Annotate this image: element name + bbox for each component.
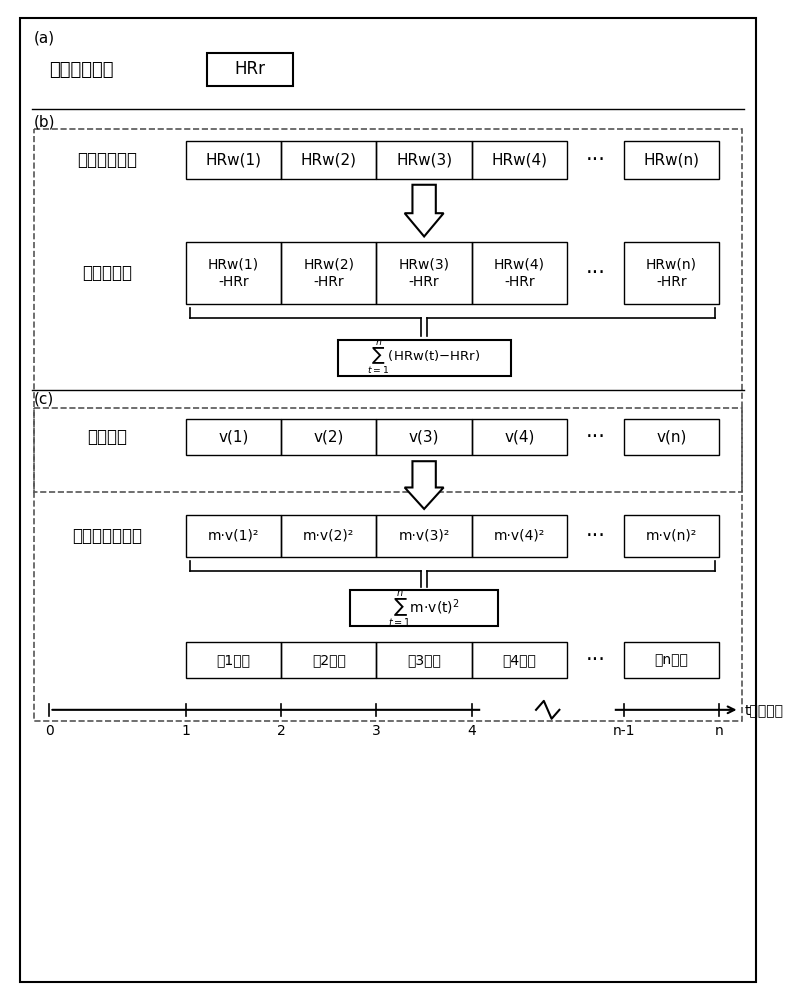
Text: $\sum_{t=1}^{n}$m$\cdot$v(t)$^2$: $\sum_{t=1}^{n}$m$\cdot$v(t)$^2$	[388, 588, 460, 629]
Text: 第1期间: 第1期间	[216, 653, 250, 667]
Text: HRr: HRr	[234, 60, 265, 78]
Text: t（分钟）: t（分钟）	[744, 703, 783, 717]
Text: m·v(2)²: m·v(2)²	[303, 529, 354, 543]
Text: ···: ···	[585, 427, 605, 447]
Bar	[623, 419, 719, 455]
Bar	[472, 642, 567, 678]
Polygon shape	[405, 461, 444, 509]
Bar	[185, 242, 281, 304]
Text: n: n	[714, 724, 723, 738]
Bar	[281, 515, 376, 557]
Text: m·v(1)²: m·v(1)²	[208, 529, 259, 543]
Bar	[208, 52, 293, 86]
Bar	[281, 642, 376, 678]
Text: ···: ···	[585, 150, 605, 170]
Text: HRw(n): HRw(n)	[643, 152, 699, 167]
Bar	[472, 419, 567, 455]
Text: n-1: n-1	[612, 724, 635, 738]
Text: 4: 4	[467, 724, 476, 738]
Text: m·v(4)²: m·v(4)²	[494, 529, 545, 543]
Bar	[376, 242, 472, 304]
Bar	[376, 141, 472, 179]
Bar	[34, 408, 742, 721]
Text: $\sum_{t=1}^{n}$(HRw(t)$-$HRr): $\sum_{t=1}^{n}$(HRw(t)$-$HRr)	[367, 339, 481, 376]
Polygon shape	[405, 185, 444, 236]
Text: ···: ···	[585, 263, 605, 283]
Text: HRw(3)
-HRr: HRw(3) -HRr	[398, 257, 450, 289]
Bar	[623, 242, 719, 304]
Text: HRw(3): HRw(3)	[396, 152, 452, 167]
Bar	[623, 515, 719, 557]
Text: 步行速度: 步行速度	[87, 428, 127, 446]
Text: HRw(n)
-HRr: HRw(n) -HRr	[645, 257, 697, 289]
Bar	[376, 419, 472, 455]
Text: v(4): v(4)	[505, 430, 535, 445]
Text: ···: ···	[585, 650, 605, 670]
Text: 步行时的搏数: 步行时的搏数	[77, 151, 137, 169]
Text: 第3期间: 第3期间	[407, 653, 441, 667]
Text: 第n期间: 第n期间	[654, 653, 688, 667]
Bar	[623, 642, 719, 678]
Text: 2: 2	[276, 724, 285, 738]
Bar	[185, 141, 281, 179]
Text: v(1): v(1)	[219, 430, 249, 445]
Text: HRw(4): HRw(4)	[492, 152, 547, 167]
Text: HRw(2): HRw(2)	[301, 152, 356, 167]
Text: v(2): v(2)	[314, 430, 344, 445]
Bar	[281, 141, 376, 179]
Bar	[472, 141, 567, 179]
Bar	[376, 642, 472, 678]
Text: (b): (b)	[34, 114, 55, 129]
Text: v(3): v(3)	[409, 430, 440, 445]
Bar	[185, 419, 281, 455]
Bar	[350, 590, 498, 626]
Bar	[281, 242, 376, 304]
Bar	[623, 141, 719, 179]
Text: (a): (a)	[34, 31, 55, 46]
Text: v(n): v(n)	[656, 430, 687, 445]
Bar	[376, 515, 472, 557]
Text: 运动能量消耗量: 运动能量消耗量	[72, 527, 142, 545]
Bar	[472, 242, 567, 304]
Bar	[185, 642, 281, 678]
Bar	[337, 340, 511, 376]
Text: HRw(1)
-HRr: HRw(1) -HRr	[208, 257, 259, 289]
Text: m·v(n)²: m·v(n)²	[645, 529, 697, 543]
Text: 3: 3	[372, 724, 381, 738]
Text: ···: ···	[585, 526, 605, 546]
Text: 0: 0	[45, 724, 54, 738]
Text: (c): (c)	[34, 392, 54, 407]
Text: 安静时的搏数: 安静时的搏数	[49, 61, 114, 79]
Text: 1: 1	[181, 724, 190, 738]
Bar	[472, 515, 567, 557]
Text: m·v(3)²: m·v(3)²	[398, 529, 450, 543]
Text: 第4期间: 第4期间	[503, 653, 536, 667]
Text: HRw(2)
-HRr: HRw(2) -HRr	[303, 257, 354, 289]
Text: 第2期间: 第2期间	[312, 653, 345, 667]
Bar	[34, 129, 742, 492]
Bar	[281, 419, 376, 455]
Text: 搏数增加量: 搏数增加量	[82, 264, 132, 282]
Text: HRw(4)
-HRr: HRw(4) -HRr	[494, 257, 545, 289]
Bar	[185, 515, 281, 557]
Text: HRw(1): HRw(1)	[205, 152, 261, 167]
